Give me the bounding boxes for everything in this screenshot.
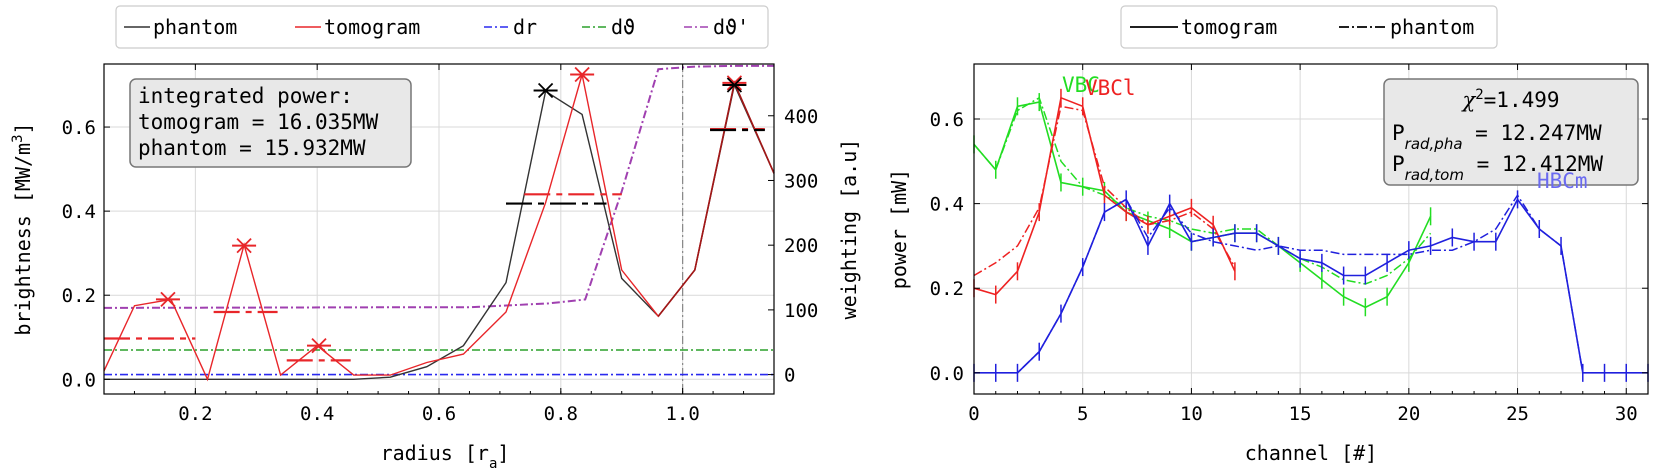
left-xtick-label: 0.4 <box>300 403 334 425</box>
right-xtick-label: 5 <box>1077 403 1088 425</box>
right-legend: tomogram phantom <box>1120 5 1498 49</box>
left-y2tick-label: 100 <box>784 300 818 322</box>
left-ytick-label: 0.6 <box>62 117 96 139</box>
left-legend: phantom tomogram dr dϑ dϑ' <box>115 5 769 49</box>
left-annotation: integrated power: tomogram = 16.035MW ph… <box>129 78 412 168</box>
right-legend-box <box>1120 5 1498 49</box>
left-y2tick-label: 300 <box>784 170 818 192</box>
legend-dtheta-prime: dϑ' <box>713 15 749 39</box>
left-xlabel: radius [ra] <box>381 441 510 472</box>
left-legend-box <box>115 5 769 49</box>
right-xtick-label: 10 <box>1180 403 1203 425</box>
annotation-line2: tomogram = 16.035MW <box>138 110 379 134</box>
legend-r-tomogram: tomogram <box>1181 15 1277 39</box>
right-xlabel: channel [#] <box>1245 441 1377 465</box>
legend-phantom: phantom <box>153 15 237 39</box>
annotation-line3: phantom = 15.932MW <box>138 136 366 160</box>
right-xtick-label: 30 <box>1615 403 1638 425</box>
series-overlap <box>657 80 775 317</box>
left-y2label: weighting [a.u] <box>837 139 861 320</box>
left-y2tick-label: 400 <box>784 106 818 128</box>
annotation-chi2: χ2=1.499 <box>1460 87 1559 112</box>
legend-dr: dr <box>513 15 537 39</box>
right-xtick-label: 25 <box>1506 403 1529 425</box>
left-ytick-label: 0.4 <box>62 201 96 223</box>
right-plot-frame <box>973 63 1649 395</box>
left-xtick-label: 0.2 <box>178 403 212 425</box>
right-ytick-label: 0.0 <box>930 363 964 385</box>
right-xtick-label: 0 <box>968 403 979 425</box>
left-ticks: 0.2 0.4 0.6 0.8 1.0 0.0 0.2 0.4 0.6 0 100 200 300 400 <box>62 64 818 425</box>
legend-tomogram: tomogram <box>324 15 420 39</box>
left-xtick-label: 0.6 <box>422 403 456 425</box>
right-xtick-label: 15 <box>1289 403 1312 425</box>
left-xtick-label: 0.8 <box>544 403 578 425</box>
series-vbc-phantom <box>973 96 1432 285</box>
right-panel: 0 5 10 15 20 25 30 0.0 0.2 0.4 0.6 channel [#] pow… <box>887 5 1649 465</box>
left-ytick-label: 0.0 <box>62 369 96 391</box>
left-y2tick-label: 0 <box>784 365 795 387</box>
left-ytick-label: 0.2 <box>62 285 96 307</box>
left-xtick-label: 1.0 <box>665 403 699 425</box>
label-vbcl: VBCl <box>1085 76 1136 100</box>
left-ylabel: brightness [MW/m3] <box>10 122 35 335</box>
right-ytick-label: 0.2 <box>930 278 964 300</box>
left-y2tick-label: 200 <box>784 235 818 257</box>
left-panel: 0.2 0.4 0.6 0.8 1.0 0.0 0.2 0.4 0.6 0 100 200 300 400… <box>10 5 861 472</box>
label-hbcm: HBCm <box>1537 169 1588 193</box>
label-vbc: VBC <box>1062 73 1100 97</box>
series-vbc-tomogram <box>973 101 1432 309</box>
legend-r-phantom: phantom <box>1390 15 1474 39</box>
series-dtheta-prime <box>103 64 774 309</box>
left-annotation-box <box>129 78 412 168</box>
legend-dtheta: dϑ <box>611 15 635 39</box>
right-series <box>973 88 1649 382</box>
annotation-line1: integrated power: <box>138 84 353 108</box>
right-annotation: χ2=1.499 Prad,pha = 12.247MW Prad,tom = … <box>1383 78 1639 186</box>
right-ytick-label: 0.6 <box>930 109 964 131</box>
right-xtick-label: 20 <box>1397 403 1420 425</box>
right-ticks: 0 5 10 15 20 25 30 0.0 0.2 0.4 0.6 <box>930 64 1648 425</box>
right-ytick-label: 0.4 <box>930 194 964 216</box>
right-ylabel: power [mW] <box>887 169 911 289</box>
left-series <box>103 64 775 394</box>
series-hbcm-tomogram <box>974 197 1648 374</box>
right-annotation-box <box>1383 78 1639 186</box>
